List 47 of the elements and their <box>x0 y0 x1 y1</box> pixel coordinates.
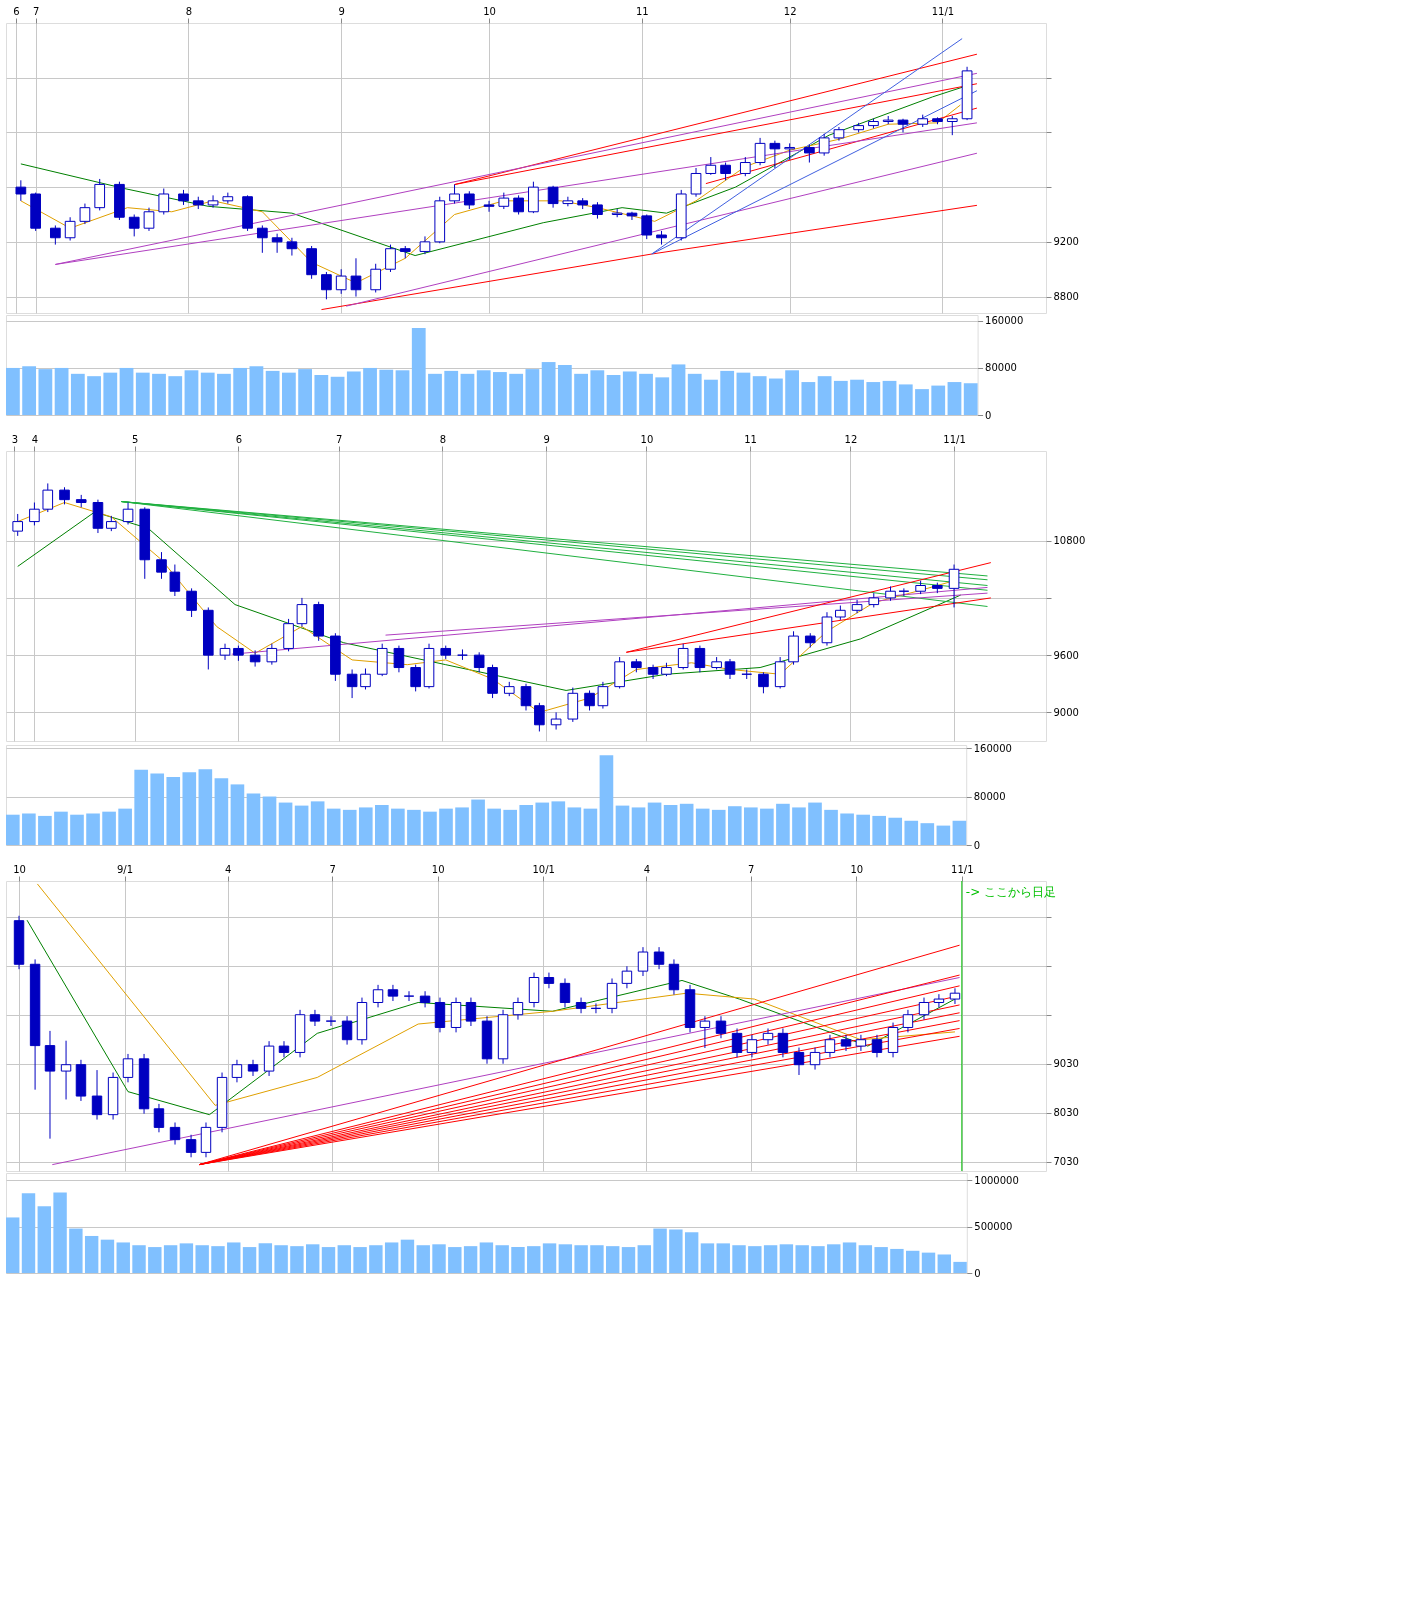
y-tick-label: 0 <box>974 1267 981 1279</box>
y-tick-label: 500000 <box>974 1221 1013 1233</box>
x-tick-label: 6 <box>235 433 243 445</box>
y-tick-label: 80000 <box>973 791 1006 803</box>
y-tick-label: 9200 <box>1053 236 1079 248</box>
x-tick-label: 4 <box>225 863 232 875</box>
y-tick-label: 160000 <box>973 742 1012 754</box>
y-tick-label: 8030 <box>1053 1107 1079 1119</box>
y-tick-label: 0 <box>985 409 992 421</box>
x-tick-label: 7 <box>748 863 755 875</box>
x-tick-label: 9/1 <box>117 863 134 875</box>
x-tick-label: 11/1 <box>943 433 966 445</box>
y-tick-label: 9600 <box>1053 649 1079 661</box>
x-tick-label: 12 <box>783 5 797 17</box>
y-tick-label: 10800 <box>1053 535 1086 547</box>
x-tick-label: 7 <box>32 5 40 17</box>
x-tick-label: 4 <box>643 863 651 875</box>
x-tick-label: 8 <box>185 5 193 17</box>
x-tick-label: 12 <box>844 433 858 445</box>
y-tick-label: 160000 <box>985 315 1024 327</box>
y-tick-label: 9000 <box>1053 706 1079 718</box>
ref-line-label: -> ここから日足 <box>965 885 1057 899</box>
x-tick-label: 9 <box>543 433 550 445</box>
x-tick-label: 7 <box>336 433 343 445</box>
x-tick-label: 3 <box>11 433 19 445</box>
x-tick-label: 6 <box>13 5 20 17</box>
x-tick-label: 7 <box>329 863 336 875</box>
y-tick-label: 7030 <box>1053 1156 1079 1168</box>
x-tick-label: 11/1 <box>931 5 955 17</box>
x-tick-label: 10/1 <box>532 863 555 875</box>
x-tick-label: 10 <box>431 863 445 875</box>
x-tick-label: 10 <box>850 863 864 875</box>
x-tick-label: 4 <box>31 433 39 445</box>
x-tick-label: 11 <box>635 5 649 17</box>
y-tick-label: 1000000 <box>974 1174 1019 1186</box>
y-tick-label: 8800 <box>1053 291 1079 303</box>
x-tick-label: 9 <box>338 5 345 17</box>
x-tick-label: 10 <box>640 433 654 445</box>
x-tick-label: 10 <box>13 863 26 875</box>
x-tick-label: 11 <box>744 433 757 445</box>
y-tick-label: 80000 <box>985 362 1017 374</box>
y-tick-label: 9030 <box>1053 1058 1079 1070</box>
x-tick-label: 8 <box>439 433 447 445</box>
x-tick-label: 5 <box>132 433 139 445</box>
x-tick-label: 11/1 <box>951 863 974 875</box>
x-tick-label: 10 <box>483 5 496 17</box>
y-tick-label: 0 <box>973 839 981 851</box>
